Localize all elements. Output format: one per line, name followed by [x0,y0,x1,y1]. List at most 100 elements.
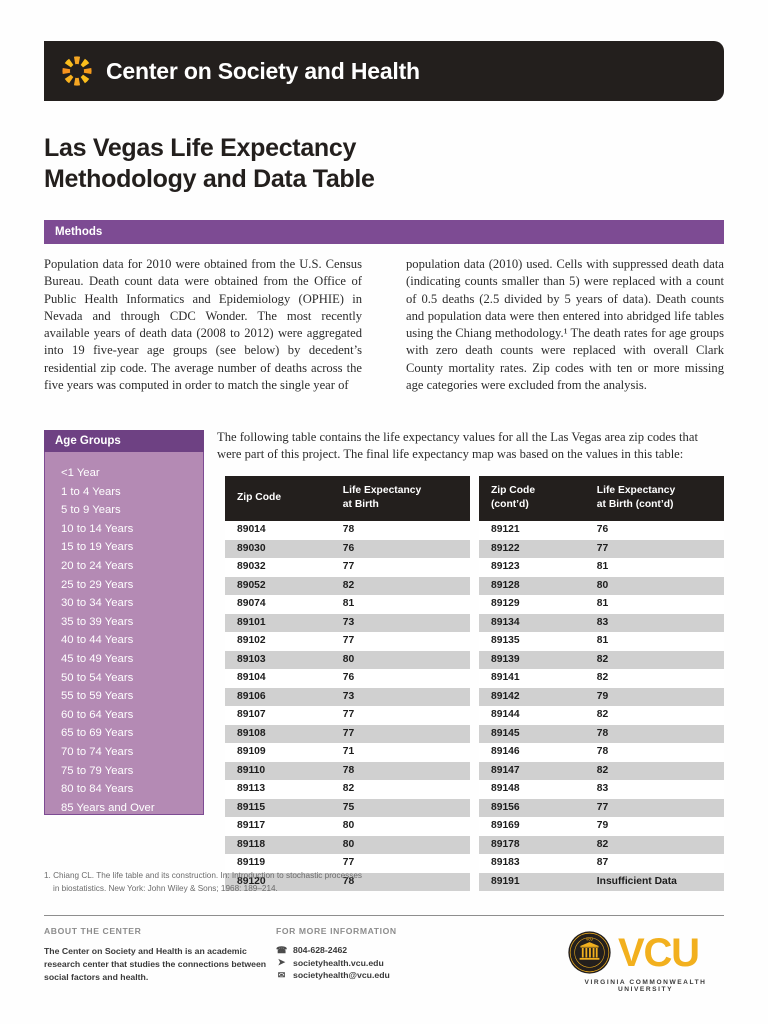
table-row: 89107 77 [225,706,470,725]
table-intro-text: The following table contains the life ex… [217,430,698,462]
cell-zip-code: 89135 [479,632,587,651]
table-row: 89074 81 [225,595,470,614]
cell-life-expectancy: 78 [332,761,470,781]
cell-life-expectancy: 82 [586,650,724,670]
page-footer: ABOUT THE CENTER The Center on Society a… [44,926,724,996]
masthead-title: Center on Society and Health [106,57,420,84]
vcu-logo: VCU VCU VIRGINIA COMMONWEALTH UNIVERSITY [567,930,724,993]
age-group-item: 20 to 24 Years [61,559,134,572]
age-group-item: 10 to 14 Years [61,522,134,535]
life-expectancy-tables: Zip Code Life Expectancy at Birth 89014 7… [225,476,724,892]
table-row: 89169 79 [479,817,724,836]
table-row: 89120 78 [225,872,470,892]
cell-life-expectancy: 81 [586,558,724,577]
cell-life-expectancy: 76 [332,669,470,688]
cell-life-expectancy: 82 [332,780,470,799]
methods-column-right: population data (2010) used. Cells with … [406,257,724,392]
table-row: 89102 77 [225,632,470,651]
table-row: 89191 Insufficient Data [479,872,724,892]
header-zip-line2: (cont’d) [491,499,529,510]
cell-life-expectancy: 77 [586,539,724,559]
age-group-item: <1 Year [61,467,100,479]
age-group-item: 45 to 49 Years [61,652,134,665]
table-header-row: Zip Code Life Expectancy at Birth [225,476,470,521]
age-group-item: 55 to 59 Years [61,690,134,703]
cell-zip-code: 89115 [225,798,333,818]
cell-life-expectancy: 82 [586,835,724,855]
cell-zip-code: 89156 [479,798,587,818]
table-row: 89110 78 [225,761,470,781]
header-life-expectancy: Life Expectancy at Birth [332,476,470,521]
cell-life-expectancy: 77 [332,632,470,651]
cell-zip-code: 89141 [479,669,587,688]
cell-zip-code: 89103 [225,650,333,670]
age-group-item: 70 to 74 Years [61,745,134,758]
cell-life-expectancy: 79 [586,817,724,836]
footnote-line1: 1. Chiang CL. The life table and its con… [44,871,362,880]
table-row: 89103 80 [225,650,470,670]
phone-icon: ☎ [276,944,288,955]
header-life-expectancy-cont: Life Expectancy at Birth (cont’d) [586,476,724,521]
table-row: 89144 82 [479,706,724,725]
footer-contact-list: ☎ 804-628-2462 ➤ societyhealth.vcu.edu ✉ soci… [276,945,496,980]
cell-zip-code: 89014 [225,521,333,540]
age-group-item: 5 to 9 Years [61,504,121,517]
cell-zip-code: 89142 [479,687,587,707]
methods-body: Population data for 2010 were obtained f… [44,256,724,394]
table-row: 89128 80 [479,576,724,596]
cell-zip-code: 89052 [225,576,333,596]
header-le-line1: Life Expectancy [342,485,422,497]
header-zip-line1: Zip Code [491,485,536,497]
contact-text: societyhealth@vcu.edu [293,970,390,980]
age-groups-list: <1 Year 1 to 4 Years 5 to 9 Years 10 to 14 … [44,452,204,815]
page-title: Las Vegas Life Expectancy Methodology an… [44,133,564,196]
age-group-item: 80 to 84 Years [61,783,134,796]
svg-text:VCU: VCU [586,937,593,941]
cell-life-expectancy: 80 [332,835,470,855]
contact-row[interactable]: ➤ societyhealth.vcu.edu [276,958,496,968]
footnote-line2: in biostatistics. New York: John Wiley &… [53,884,278,894]
table-row: 89183 87 [479,854,724,873]
cell-life-expectancy: 82 [586,761,724,781]
footnote: 1. Chiang CL. The life table and its con… [44,869,464,896]
page-title-line1: Las Vegas Life Expectancy [44,134,357,162]
table-row: 89156 77 [479,798,724,818]
cell-life-expectancy: 78 [332,872,470,892]
cell-zip-code: 89119 [225,854,333,873]
cell-life-expectancy: 78 [586,724,724,744]
table-row: 89146 78 [479,743,724,762]
cell-life-expectancy: 77 [332,558,470,577]
footer-info-column: FOR MORE INFORMATION ☎ 804-628-2462 ➤ socie… [276,926,496,983]
cell-zip-code: 89101 [225,613,333,633]
life-expectancy-table-left: Zip Code Life Expectancy at Birth 89014 7… [225,476,470,892]
table-row: 89032 77 [225,558,470,577]
contact-row[interactable]: ☎ 804-628-2462 [276,945,496,955]
vcu-wordmark: VCU [618,930,700,975]
table-row: 89141 82 [479,669,724,688]
cell-zip-code: 89147 [479,761,587,781]
cell-life-expectancy: 80 [332,817,470,836]
table-row: 89145 78 [479,724,724,744]
vcu-seal-icon: VCU [567,930,612,975]
age-group-item: 50 to 54 Years [61,671,134,684]
cell-zip-code: 89123 [479,558,587,577]
life-expectancy-table-right: Zip Code (cont’d) Life Expectancy at Bir… [479,476,724,892]
footer-about-heading: ABOUT THE CENTER [44,926,142,936]
cell-life-expectancy: 81 [586,595,724,614]
cell-zip-code: 89183 [479,854,587,873]
contact-text: societyhealth.vcu.edu [293,957,384,968]
contact-row[interactable]: ✉ societyhealth@vcu.edu [276,970,496,980]
cell-zip-code: 89109 [225,743,333,762]
table-row: 89113 82 [225,780,470,799]
cell-zip-code: 89148 [479,780,587,799]
table-row: 89119 77 [225,854,470,873]
table-row: 89115 75 [225,798,470,818]
age-group-item: 40 to 44 Years [61,634,134,647]
table-row: 89178 82 [479,835,724,855]
cell-life-expectancy: 82 [586,706,724,725]
table-row: 89118 80 [225,835,470,855]
cell-zip-code: 89146 [479,743,587,762]
cell-life-expectancy: 76 [586,521,724,540]
cell-life-expectancy: 77 [332,724,470,744]
